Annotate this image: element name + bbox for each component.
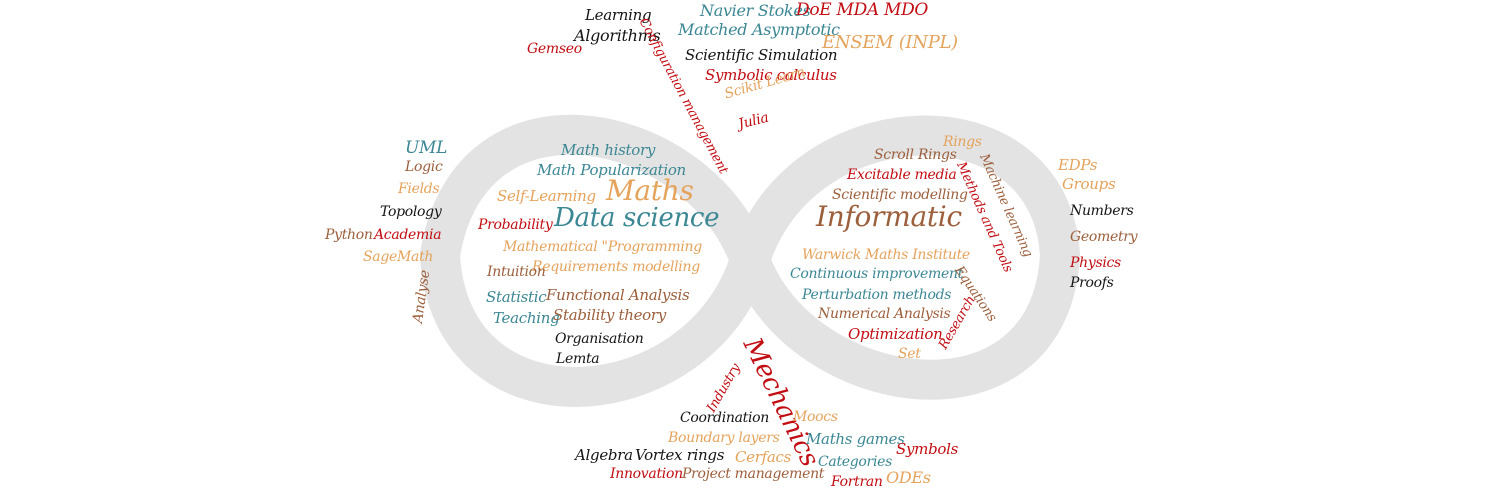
word-odes: ODEs [886,468,931,487]
word-organisation: Organisation [555,331,644,347]
word-math-popularization: Math Popularization [537,161,686,179]
word-scroll-rings: Scroll Rings [874,147,957,163]
word-optimization: Optimization [848,325,943,343]
word-self-learning: Self-Learning [497,187,596,205]
word-algorithms: Algorithms [574,26,661,45]
word-stability-theory: Stability theory [553,306,666,324]
word-coordination: Coordination [680,410,770,426]
word-lemta: Lemta [556,351,600,367]
word-symbols: Symbols [896,440,959,458]
word-academia: Academia [374,227,442,243]
word-teaching: Teaching [493,309,560,327]
word-functional-analysis: Functional Analysis [546,286,690,304]
word-numbers: Numbers [1070,203,1134,219]
word-informatic: Informatic [816,200,962,233]
word-requirements-modelling: Requirements modelling [532,259,700,275]
word-cerfacs: Cerfacs [735,448,792,466]
word-gemseo: Gemseo [527,41,582,57]
word-groups: Groups [1062,175,1116,193]
word-fields: Fields [398,181,440,197]
word-edps: EDPs [1058,156,1098,174]
word-fortran: Fortran [831,474,883,490]
word-navier-stokes: Navier Stokes [700,1,811,20]
word-topology: Topology [380,204,442,220]
word-moocs: Moocs [793,409,838,425]
word-set: Set [898,346,921,362]
word-geometry: Geometry [1070,229,1138,245]
word-logic: Logic [405,159,443,175]
word-continuous-improvement: Continuous improvement [790,266,964,282]
word-project-management: Project management [682,466,825,482]
word-maths: Maths [606,174,694,207]
word-symbolic-calculus: Symbolic calculus [705,66,837,84]
word-math-history: Math history [561,141,656,159]
word-data-science: Data science [554,203,720,233]
word-perturbation-methods: Perturbation methods [802,287,952,303]
word-warwick-maths-institute: Warwick Maths Institute [802,247,970,263]
word-statistic: Statistic [486,288,547,306]
word-categories: Categories [818,454,893,470]
word-mathematical-programming: Mathematical "Programming [503,239,702,255]
word-sagemath: SageMath [363,249,434,265]
word-scientific-modelling: Scientific modelling [832,187,968,203]
word-ensem-inpl: ENSEM (INPL) [822,32,958,53]
word-vortex-rings: Vortex rings [635,446,725,464]
word-intuition: Intuition [487,264,546,280]
word-physics: Physics [1070,255,1121,271]
word-algebra: Algebra [575,446,633,464]
word-matched-asymptotic: Matched Asymptotic [678,20,840,39]
word-innovation: Innovation [610,466,683,482]
word-proofs: Proofs [1070,275,1114,291]
word-uml: UML [405,138,448,158]
word-doe-mda-mdo: DoE MDA MDO [796,0,929,20]
word-rings: Rings [943,134,982,150]
word-numerical-analysis: Numerical Analysis [818,306,951,322]
word-excitable-media: Excitable media [847,167,957,183]
word-learning: Learning [585,6,652,24]
word-boundary-layers: Boundary layers [668,430,780,446]
word-python: Python [325,227,373,243]
word-maths-games: Maths games [806,430,905,448]
word-scientific-simulation: Scientific Simulation [685,46,838,64]
infinity-loop-path [420,114,1080,407]
word-probability: Probability [478,217,553,233]
